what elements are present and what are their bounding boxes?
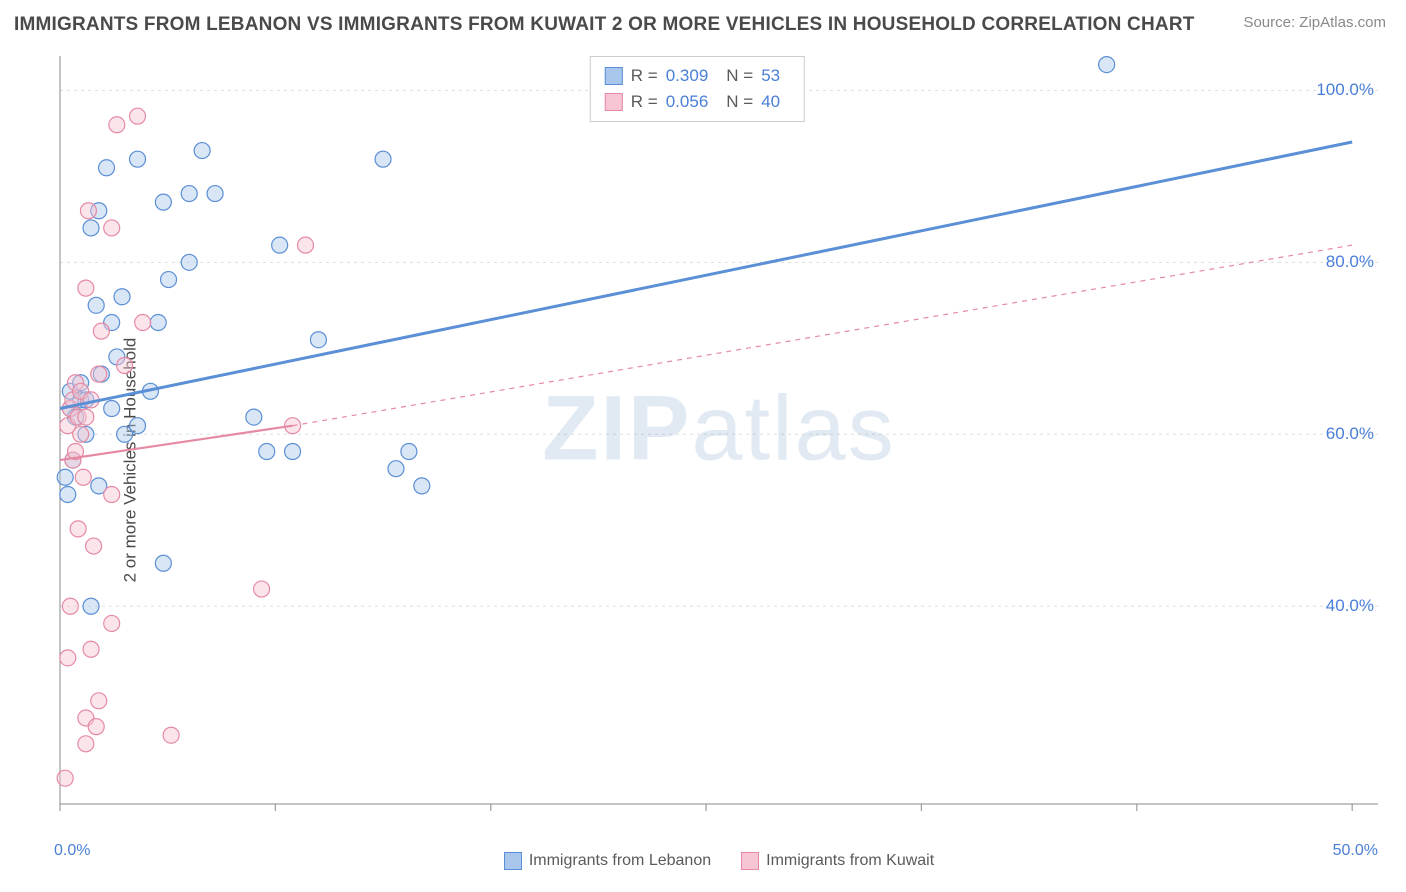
n-value-lebanon: 53 [761, 66, 780, 86]
legend-item-kuwait: Immigrants from Kuwait [741, 852, 934, 870]
chart-container: 2 or more Vehicles in Household ZIPatlas… [14, 50, 1392, 870]
series-legend: Immigrants from Lebanon Immigrants from … [54, 852, 1384, 870]
r-value-kuwait: 0.056 [666, 92, 709, 112]
legend-row-lebanon: R = 0.309 N = 53 [605, 63, 790, 89]
y-tick-60: 60.0% [1326, 424, 1374, 444]
source-attribution: Source: ZipAtlas.com [1243, 14, 1386, 31]
legend-row-kuwait: R = 0.056 N = 40 [605, 89, 790, 115]
legend-swatch-lebanon-icon [504, 852, 522, 870]
r-label: R = [631, 92, 658, 112]
legend-label-kuwait: Immigrants from Kuwait [766, 852, 934, 870]
y-tick-100: 100.0% [1316, 80, 1374, 100]
legend-swatch-kuwait [605, 93, 623, 111]
r-label: R = [631, 66, 658, 86]
n-value-kuwait: 40 [761, 92, 780, 112]
legend-swatch-kuwait-icon [741, 852, 759, 870]
y-tick-80: 80.0% [1326, 252, 1374, 272]
chart-title: IMMIGRANTS FROM LEBANON VS IMMIGRANTS FR… [14, 14, 1195, 36]
scatter-plot: ZIPatlas 40.0%60.0%80.0%100.0% R = 0.309… [54, 50, 1384, 840]
n-label: N = [726, 66, 753, 86]
n-label: N = [726, 92, 753, 112]
correlation-legend: R = 0.309 N = 53 R = 0.056 N = 40 [590, 56, 805, 122]
r-value-lebanon: 0.309 [666, 66, 709, 86]
legend-item-lebanon: Immigrants from Lebanon [504, 852, 711, 870]
legend-swatch-lebanon [605, 67, 623, 85]
chart-svg [54, 50, 1384, 840]
legend-label-lebanon: Immigrants from Lebanon [529, 852, 711, 870]
y-tick-40: 40.0% [1326, 596, 1374, 616]
